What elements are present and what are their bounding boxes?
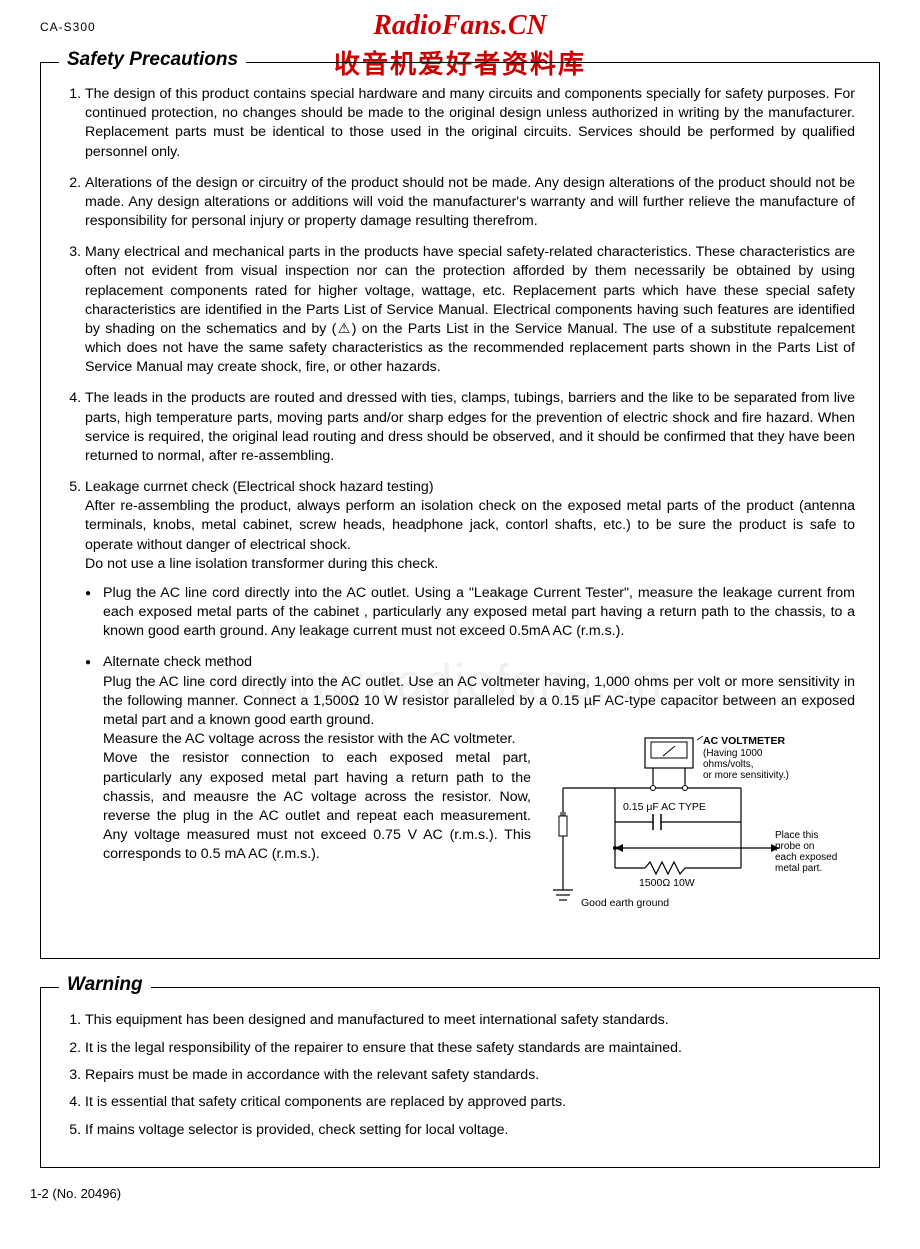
safety-item-5: Leakage currnet check (Electrical shock …	[85, 478, 855, 926]
safety-list: The design of this product contains spec…	[65, 85, 855, 926]
item5-bullet-2: Alternate check method Plug the AC line …	[103, 653, 855, 926]
voltmeter-note-1: (Having 1000	[703, 748, 763, 759]
circuit-diagram: AC VOLTMETER (Having 1000 ohms/volts, or…	[545, 730, 855, 926]
item5-heading: Leakage currnet check (Electrical shock …	[85, 479, 434, 495]
ground-label: Good earth ground	[581, 897, 669, 909]
diagram-svg: AC VOLTMETER (Having 1000 ohms/volts, or…	[545, 730, 855, 920]
safety-item-2: Alterations of the design or circuitry o…	[85, 174, 855, 232]
probe-note-3: each exposed	[775, 852, 837, 863]
bullet2-heading: Alternate check method	[103, 654, 252, 670]
warning-title: Warning	[59, 974, 151, 996]
voltmeter-note-2: ohms/volts,	[703, 759, 754, 770]
probe-note-1: Place this	[775, 830, 818, 841]
safety-item-3: Many electrical and mechanical parts in …	[85, 243, 855, 377]
resistor-label: 1500Ω 10W	[639, 877, 695, 889]
item5-bullet-1: Plug the AC line cord directly into the …	[103, 584, 855, 642]
item5-para2: Do not use a line isolation transformer …	[85, 556, 438, 572]
warning-box: Warning This equipment has been designed…	[40, 987, 880, 1167]
bullet2-left: Measure the AC voltage across the resist…	[103, 730, 531, 864]
item5-bullets: Plug the AC line cord directly into the …	[85, 584, 855, 926]
probe-note-4: metal part.	[775, 863, 822, 874]
page: CA-S300 RadioFans.CN 收音机爱好者资料库 www.radio…	[0, 0, 920, 1221]
model-code: CA-S300	[40, 20, 880, 34]
warning-item-3: Repairs must be made in accordance with …	[85, 1065, 855, 1086]
item5-para1: After re-assembling the product, always …	[85, 498, 855, 552]
safety-precautions-box: Safety Precautions The design of this pr…	[40, 62, 880, 959]
page-number: 1-2 (No. 20496)	[30, 1186, 880, 1201]
safety-item-4: The leads in the products are routed and…	[85, 389, 855, 466]
voltmeter-label: AC VOLTMETER	[703, 735, 785, 747]
warning-item-4: It is essential that safety critical com…	[85, 1092, 855, 1113]
probe-note-2: probe on	[775, 841, 814, 852]
method-row: Measure the AC voltage across the resist…	[103, 730, 855, 926]
bullet2-top: Plug the AC line cord directly into the …	[103, 674, 855, 728]
warning-list: This equipment has been designed and man…	[65, 1010, 855, 1140]
voltmeter-note-3: or more sensitivity.)	[703, 770, 789, 781]
warning-item-1: This equipment has been designed and man…	[85, 1010, 855, 1031]
warning-item-2: It is the legal responsibility of the re…	[85, 1038, 855, 1059]
warning-item-5: If mains voltage selector is provided, c…	[85, 1120, 855, 1141]
cap-label: 0.15 µF AC TYPE	[623, 801, 706, 813]
safety-item-1: The design of this product contains spec…	[85, 85, 855, 162]
safety-title: Safety Precautions	[59, 49, 246, 71]
